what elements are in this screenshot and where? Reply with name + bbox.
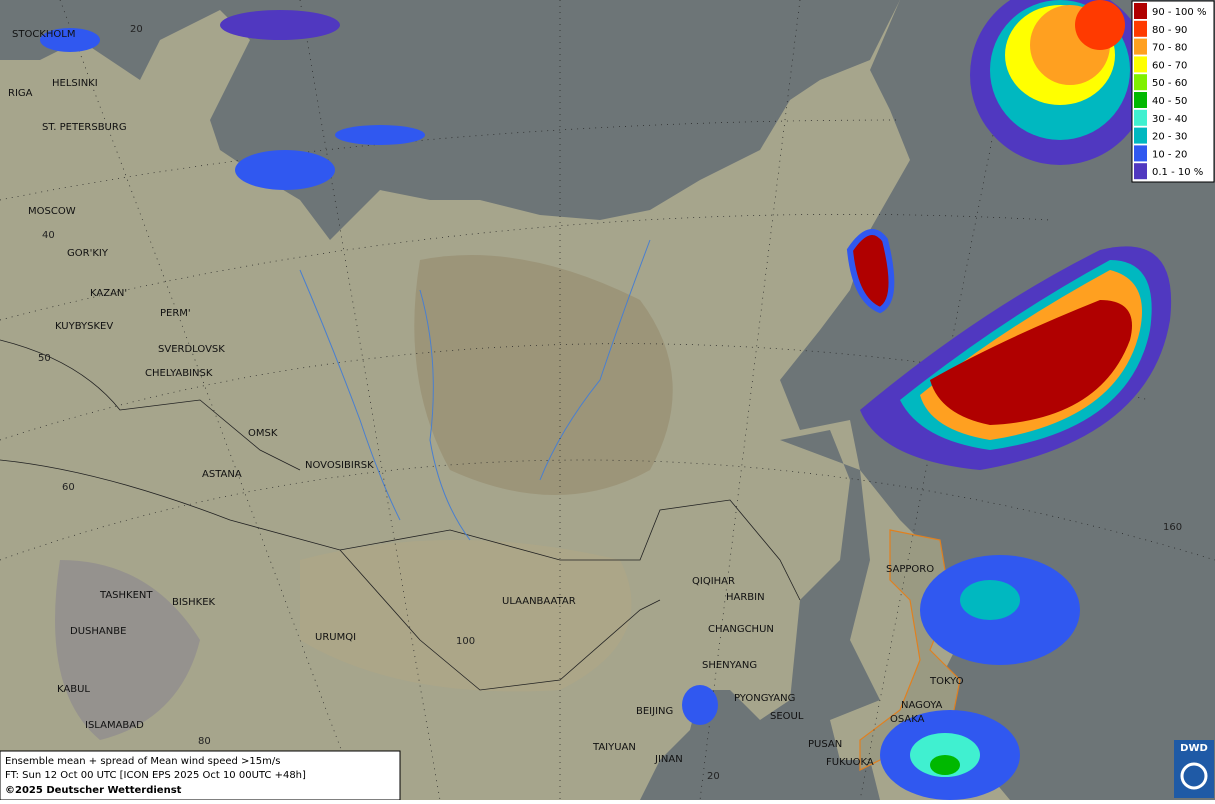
city-label: RIGA [8, 88, 33, 99]
city-label: STOCKHOLM [12, 29, 75, 40]
graticule-label: 160 [1163, 522, 1182, 533]
wind-area [220, 10, 340, 40]
city-label: GOR'KIY [67, 248, 109, 259]
graticule-label: 80 [198, 736, 211, 747]
rivers [299, 239, 651, 541]
wind-area [930, 755, 960, 775]
graticule-label: 60 [62, 482, 75, 493]
city-label: PERM' [160, 308, 191, 319]
city-label: TAIYUAN [592, 742, 636, 753]
city-label: KABUL [57, 684, 90, 695]
legend-swatch [1134, 20, 1147, 37]
arctic-sea [0, 0, 900, 240]
city-label: TASHKENT [99, 590, 153, 601]
city-label: KAZAN' [90, 288, 127, 299]
legend-label: 90 - 100 % [1152, 7, 1206, 18]
wind-probability [40, 0, 1172, 800]
legend: 90 - 100 % 80 - 90 70 - 80 60 - 70 50 - 60 40… [1131, 0, 1215, 183]
city-label: SVERDLOVSK [158, 344, 225, 355]
legend-swatch [1134, 145, 1147, 162]
caption-box [0, 750, 401, 801]
city-label: FUKUOKA [826, 757, 874, 768]
desert [300, 540, 632, 692]
legend-swatch [1134, 163, 1147, 180]
city-label: TOKYO [929, 676, 964, 687]
city-label: MOSCOW [28, 206, 76, 217]
legend-swatch [1134, 92, 1147, 108]
city-label: SEOUL [770, 711, 804, 722]
wind-area [235, 150, 335, 190]
city-label: QIQIHAR [692, 576, 735, 587]
city-label: BISHKEK [172, 597, 216, 608]
legend-swatch [1134, 74, 1147, 91]
city-label: ISLAMABAD [85, 720, 144, 731]
city-label: PUSAN [808, 739, 842, 750]
legend-swatch [1134, 109, 1147, 126]
legend-label: 0.1 - 10 % [1152, 167, 1203, 178]
wind-area [930, 300, 1132, 425]
legend-swatch [1134, 56, 1147, 73]
legend-label: 10 - 20 [1152, 149, 1187, 160]
labels: STOCKHOLM HELSINKI RIGA ST. PETERSBURG MOSCO… [8, 24, 1182, 782]
mountains [55, 560, 200, 740]
legend-label: 30 - 40 [1152, 114, 1187, 125]
city-label: ULAANBAATAR [502, 596, 576, 607]
wind-area [960, 580, 1020, 620]
city-label: OMSK [248, 428, 278, 439]
wind-area [40, 28, 100, 52]
legend-swatch [1134, 38, 1147, 55]
graticule-label: 50 [38, 353, 51, 364]
city-label: HARBIN [726, 592, 765, 603]
plateau [414, 255, 673, 495]
legend-label: 20 - 30 [1152, 132, 1187, 143]
city-label: JINAN [654, 754, 683, 765]
caption-line: FT: Sun 12 Oct 00 UTC [ICON EPS 2025 Oct… [5, 770, 306, 781]
city-label: KUYBYSKEV [55, 321, 113, 332]
legend-label: 70 - 80 [1152, 43, 1187, 54]
legend-swatch [1134, 127, 1147, 144]
graticule-label: 20 [707, 771, 720, 782]
wind-area [1075, 0, 1125, 50]
legend-label: 40 - 50 [1152, 96, 1187, 107]
legend-label: 50 - 60 [1152, 78, 1187, 89]
caption-line: Ensemble mean + spread of Mean wind spee… [5, 756, 280, 767]
graticule-label: 40 [42, 230, 55, 241]
borders [0, 339, 801, 691]
city-label: NAGOYA [901, 700, 943, 711]
logo-text: DWD [1180, 743, 1208, 754]
wind-area [846, 229, 895, 314]
caption-line: ©2025 Deutscher Wetterdienst [5, 785, 182, 796]
legend-label: 80 - 90 [1152, 25, 1187, 36]
logo-swirl [1180, 762, 1208, 790]
city-label: OSAKA [890, 714, 925, 725]
city-label: BEIJING [636, 706, 673, 717]
city-label: PYONGYANG [734, 693, 795, 704]
graticule-label: 100 [456, 636, 475, 647]
city-label: DUSHANBE [70, 626, 126, 637]
legend-swatch [1134, 3, 1147, 19]
city-label: ASTANA [202, 469, 242, 480]
wind-area [335, 125, 425, 145]
city-label: NOVOSIBIRSK [305, 460, 374, 471]
city-label: CHELYABINSK [145, 368, 213, 379]
legend-label: 60 - 70 [1152, 60, 1187, 71]
city-label: SHENYANG [702, 660, 757, 671]
graticule-label: 20 [130, 24, 143, 35]
city-label: URUMQI [315, 632, 356, 643]
city-label: SAPPORO [886, 564, 934, 575]
wind-area [682, 685, 718, 725]
city-label: CHANGCHUN [708, 624, 774, 635]
city-label: HELSINKI [52, 78, 98, 89]
city-label: ST. PETERSBURG [42, 122, 127, 133]
